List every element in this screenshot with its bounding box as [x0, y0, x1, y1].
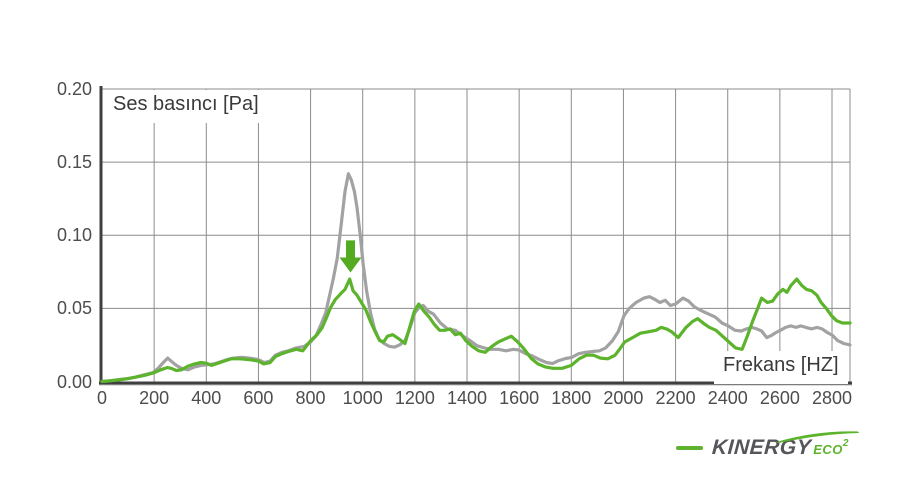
x-tick-label-200: 200 [139, 388, 170, 408]
x-tick-label-2000: 2000 [603, 388, 644, 408]
x-tick-label-2800: 2800 [811, 388, 853, 408]
y-axis-title: Ses basıncı [Pa] [104, 90, 268, 123]
x-tick-label-1600: 1600 [499, 388, 540, 408]
x-tick-label-600: 600 [243, 388, 274, 408]
x-tick-label-2200: 2200 [655, 388, 696, 408]
x-tick-label-1000: 1000 [342, 388, 383, 408]
x-tick-label-1400: 1400 [446, 388, 488, 408]
x-tick-label-1800: 1800 [551, 388, 592, 408]
y-tick-label-0.00: 0.00 [56, 371, 92, 392]
y-tick-label-0.10: 0.10 [56, 225, 92, 246]
logo-eco-text: ECO [813, 442, 843, 457]
kinergy-eco2-logo: KINERGY ECO 2 [676, 431, 860, 459]
y-tick-label-0.05: 0.05 [56, 298, 92, 319]
x-tick-label-400: 400 [191, 388, 222, 408]
y-tick-label-0.20: 0.20 [56, 79, 92, 99]
logo-swoosh-icon [776, 431, 860, 443]
series-green-line-kinergy-eco2 [100, 277, 852, 384]
x-axis-title: Frekans [HZ] [714, 351, 848, 384]
legend-green-dash-icon [676, 446, 703, 450]
x-tick-label-2400: 2400 [707, 388, 748, 408]
logo-eco-exponent: 2 [842, 438, 849, 449]
logo-wordmark: KINERGY [711, 431, 860, 459]
x-tick-label-800: 800 [295, 388, 326, 408]
x-tick-label-0: 0 [96, 388, 108, 408]
x-tick-label-1200: 1200 [394, 388, 435, 408]
x-tick-label-2600: 2600 [759, 388, 800, 408]
reduction-arrow-icon [339, 240, 362, 273]
y-tick-label-0.15: 0.15 [56, 152, 92, 173]
